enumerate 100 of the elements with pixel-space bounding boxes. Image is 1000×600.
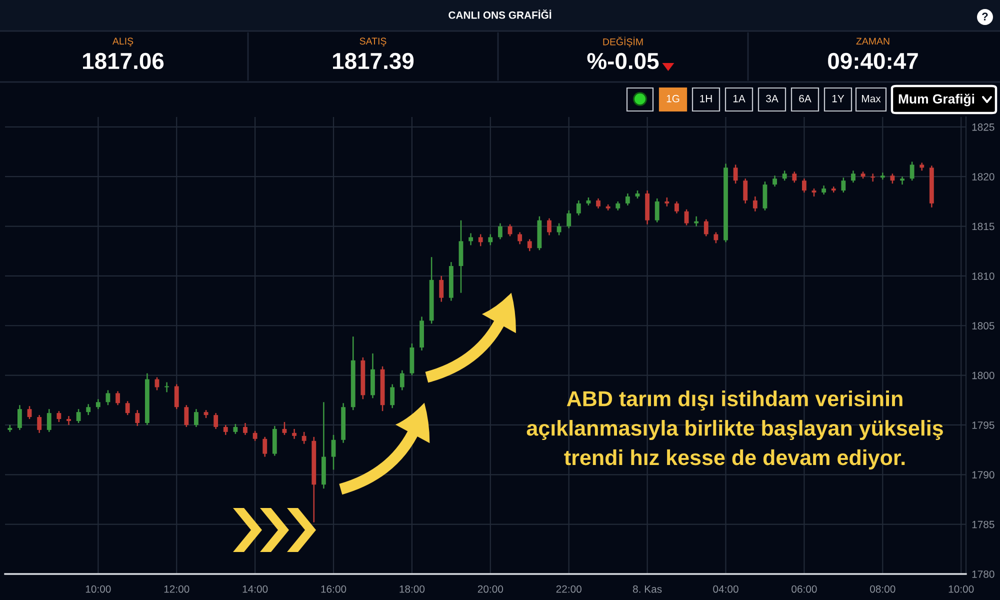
candlestick	[194, 408, 198, 428]
y-tick-label: 1785	[972, 520, 994, 528]
text: 6A	[799, 94, 812, 102]
text: 1817.06	[83, 52, 164, 70]
candlestick	[282, 421, 287, 436]
candlestick	[135, 409, 140, 427]
text: ALIŞ	[112, 38, 134, 47]
candlestick	[654, 198, 660, 223]
x-tick-label: 20:00	[478, 585, 504, 593]
y-tick-label: 1820	[972, 173, 994, 180]
candlestick	[704, 218, 708, 237]
candlestick	[910, 161, 914, 182]
text: 1G	[666, 94, 680, 102]
candlestick	[802, 178, 806, 194]
candlestick	[400, 370, 404, 391]
candlestick	[841, 176, 846, 194]
text: SATIŞ	[360, 38, 386, 47]
candlestick	[498, 222, 502, 240]
x-tick-label: 18:00	[400, 585, 425, 593]
text: 1A	[733, 95, 746, 102]
candlestick	[302, 431, 306, 444]
y-tick-label: 1815	[972, 222, 994, 230]
text: 1H	[700, 95, 712, 102]
candlestick	[576, 200, 581, 216]
candlestick	[164, 382, 170, 393]
candlestick	[890, 173, 895, 184]
candlestick	[547, 218, 552, 236]
candlestick	[566, 210, 572, 229]
candlestick	[174, 384, 179, 410]
annotation: ABD tarım dışı istihdam verisinin açıklanmasıyla birlikte başlayan yükseliş trendi hız kesse de devam ediyor.	[526, 390, 943, 470]
y-tick-label: 1780	[972, 570, 994, 578]
candlestick	[518, 232, 522, 245]
y-tick-label: 1805	[972, 322, 994, 330]
candlestick	[439, 275, 444, 302]
y-tick-label: 1795	[972, 421, 994, 429]
candlestick	[752, 196, 758, 212]
candlestick	[782, 170, 787, 182]
text: DEĞİŞİM	[603, 36, 643, 48]
candlestick	[27, 405, 32, 420]
candlestick	[46, 408, 52, 433]
text: 1817.39	[333, 52, 414, 70]
y-tick-label: 1825	[972, 123, 994, 131]
x-tick-label: 16:00	[321, 585, 346, 593]
text: 3A	[766, 94, 778, 102]
text: Mum Grafiği	[898, 94, 974, 106]
text: 1Y	[832, 95, 844, 102]
candlestick	[125, 400, 130, 416]
candlestick	[262, 436, 268, 458]
candlestick	[684, 208, 689, 226]
candlestick	[468, 232, 473, 246]
candlestick	[252, 430, 258, 442]
candlestick	[116, 390, 120, 406]
text: ?	[982, 12, 988, 20]
text: 09:40:47	[828, 52, 918, 70]
candlestick	[772, 174, 777, 188]
x-tick-label: 10:00	[948, 585, 974, 593]
candlestick	[596, 198, 600, 210]
candlestick	[66, 415, 71, 426]
text: ZAMAN	[856, 38, 890, 45]
candlestick	[243, 422, 248, 436]
y-tick-label: 1800	[972, 372, 994, 380]
candlestick	[37, 414, 42, 434]
x-tick-label: 12:00	[164, 585, 190, 593]
candlestick	[743, 178, 748, 204]
candlestick	[792, 171, 797, 184]
candlestick	[733, 164, 738, 184]
candlestick	[527, 238, 532, 252]
y-tick-label: 1810	[972, 272, 994, 280]
candlestick	[106, 390, 110, 406]
candlestick	[488, 234, 493, 246]
candlestick	[390, 384, 395, 409]
x-tick-label: 10:00	[86, 585, 111, 593]
chart-title: CANLI ONS GRAFİĞİ	[448, 10, 552, 19]
candlestick	[86, 403, 91, 416]
candlestick	[233, 423, 238, 435]
x-tick-label: 06:00	[792, 585, 817, 593]
candlestick	[674, 200, 679, 214]
candlestick	[694, 216, 699, 227]
candlestick	[900, 176, 904, 186]
candlestick	[223, 424, 228, 436]
candlestick	[478, 234, 483, 247]
candlestick	[851, 170, 856, 184]
candlestick	[556, 222, 562, 236]
candlestick	[714, 232, 718, 244]
candlestick	[18, 404, 22, 431]
text: Max	[862, 95, 881, 102]
x-tick-label: 8. Kas	[632, 585, 662, 593]
candlestick	[96, 398, 100, 410]
candlestick	[292, 428, 296, 440]
x-tick-label: 04:00	[713, 585, 738, 593]
y-tick-label: 1790	[972, 471, 994, 479]
candlestick	[56, 410, 62, 423]
x-tick-label: 08:00	[870, 585, 896, 593]
candlestick	[184, 404, 189, 428]
text: %-0.05	[587, 52, 659, 70]
candlestick	[625, 192, 630, 206]
candlestick	[870, 173, 876, 182]
x-tick-label: 14:00	[242, 585, 268, 593]
candlestick	[331, 434, 336, 470]
x-tick-label: 22:00	[556, 585, 582, 593]
